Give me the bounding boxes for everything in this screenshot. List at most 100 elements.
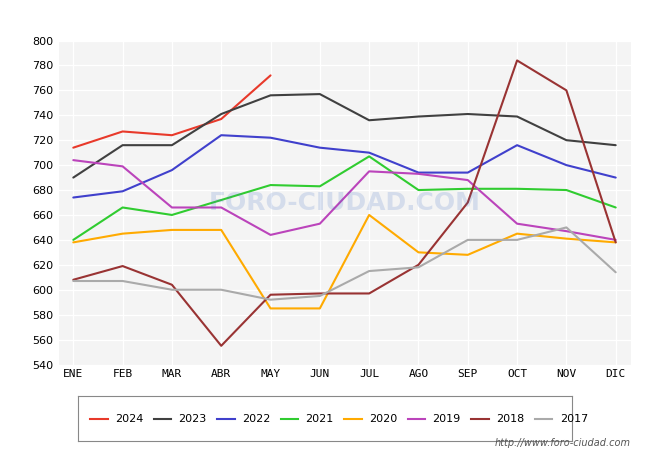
2019 [168, 205, 176, 210]
2022 [168, 167, 176, 173]
2021 [119, 205, 127, 210]
2018 [514, 58, 521, 63]
2021 [612, 205, 619, 210]
2020 [316, 306, 324, 311]
2019 [217, 205, 225, 210]
2023 [562, 138, 570, 143]
2020 [266, 306, 274, 311]
2021 [464, 186, 472, 192]
2018 [217, 343, 225, 348]
2023 [217, 111, 225, 117]
2022 [612, 175, 619, 180]
2021 [168, 212, 176, 218]
2022 [217, 132, 225, 138]
2017 [562, 225, 570, 230]
2019 [562, 229, 570, 234]
2017 [217, 287, 225, 292]
2017 [168, 287, 176, 292]
2017 [365, 268, 373, 274]
2022 [562, 162, 570, 168]
2020 [119, 231, 127, 236]
2018 [119, 263, 127, 269]
2019 [70, 158, 77, 163]
2024 [168, 132, 176, 138]
2021 [415, 187, 422, 193]
2017 [514, 237, 521, 243]
Line: 2020: 2020 [73, 215, 616, 308]
2021 [266, 182, 274, 188]
Line: 2023: 2023 [73, 94, 616, 178]
Text: 2022: 2022 [242, 414, 270, 423]
2022 [415, 170, 422, 176]
2023 [316, 91, 324, 97]
Text: 2023: 2023 [179, 414, 207, 423]
2019 [119, 164, 127, 169]
2018 [70, 277, 77, 283]
2017 [464, 237, 472, 243]
2023 [119, 143, 127, 148]
2019 [514, 221, 521, 226]
2019 [316, 221, 324, 226]
2020 [562, 236, 570, 241]
2017 [70, 278, 77, 284]
2022 [316, 145, 324, 150]
2017 [415, 265, 422, 270]
2023 [514, 114, 521, 119]
Line: 2021: 2021 [73, 157, 616, 240]
Line: 2018: 2018 [73, 60, 616, 346]
2023 [266, 93, 274, 98]
2024 [217, 116, 225, 122]
Text: 2024: 2024 [115, 414, 144, 423]
2024 [266, 73, 274, 78]
2018 [415, 262, 422, 267]
Text: 2020: 2020 [369, 414, 397, 423]
2022 [119, 189, 127, 194]
2022 [365, 150, 373, 155]
2022 [70, 195, 77, 200]
2022 [464, 170, 472, 176]
2024 [70, 145, 77, 150]
2020 [217, 227, 225, 233]
2018 [168, 282, 176, 288]
2021 [70, 237, 77, 243]
2020 [415, 250, 422, 255]
2021 [217, 197, 225, 202]
2022 [514, 143, 521, 148]
2023 [415, 114, 422, 119]
2019 [365, 169, 373, 174]
2019 [415, 171, 422, 176]
2022 [266, 135, 274, 140]
2020 [70, 240, 77, 245]
2023 [168, 143, 176, 148]
2018 [612, 240, 619, 245]
2020 [464, 252, 472, 257]
2024 [119, 129, 127, 134]
2018 [365, 291, 373, 296]
2018 [464, 200, 472, 205]
2020 [612, 240, 619, 245]
2018 [316, 291, 324, 296]
Text: 2017: 2017 [560, 414, 588, 423]
2023 [365, 117, 373, 123]
Text: Afiliados en Cebolla a 31/5/2024: Afiliados en Cebolla a 31/5/2024 [167, 11, 483, 30]
2021 [316, 184, 324, 189]
2021 [365, 154, 373, 159]
2020 [365, 212, 373, 218]
Text: 2018: 2018 [496, 414, 525, 423]
Text: FORO-CIUDAD.COM: FORO-CIUDAD.COM [209, 190, 480, 215]
Text: 2019: 2019 [433, 414, 461, 423]
Line: 2022: 2022 [73, 135, 616, 198]
Text: 2021: 2021 [306, 414, 334, 423]
2017 [266, 297, 274, 302]
2019 [464, 177, 472, 183]
Line: 2017: 2017 [73, 227, 616, 300]
Text: http://www.foro-ciudad.com: http://www.foro-ciudad.com [495, 438, 630, 448]
2017 [612, 270, 619, 275]
2023 [70, 175, 77, 180]
2023 [612, 143, 619, 148]
2018 [266, 292, 274, 297]
2020 [514, 231, 521, 236]
2017 [316, 293, 324, 299]
2021 [562, 187, 570, 193]
Line: 2024: 2024 [73, 76, 270, 148]
